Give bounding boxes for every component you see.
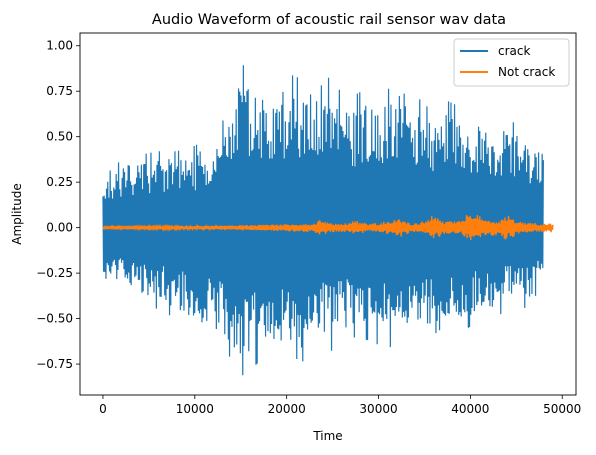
y-tick-label: 0.75 — [46, 84, 73, 98]
x-tick-label: 20000 — [268, 402, 306, 416]
x-tick-label: 40000 — [451, 402, 489, 416]
chart-title: Audio Waveform of acoustic rail sensor w… — [152, 12, 506, 28]
y-tick-label: −0.75 — [36, 357, 73, 371]
series-line-crack — [102, 65, 544, 376]
x-tick-label: 50000 — [543, 402, 581, 416]
series-line-not-crack — [102, 214, 554, 240]
x-tick-label: 30000 — [359, 402, 397, 416]
axes-frame — [79, 32, 577, 396]
y-tick-label: 0.00 — [46, 221, 73, 235]
legend-label: Not crack — [498, 65, 555, 79]
y-axis-label: Amplitude — [10, 183, 24, 245]
x-axis-label: Time — [312, 429, 342, 443]
y-tick-label: −0.50 — [36, 312, 73, 326]
y-tick-label: 0.50 — [46, 130, 73, 144]
y-tick-label: 1.00 — [46, 39, 73, 53]
x-tick-label: 10000 — [176, 402, 214, 416]
y-tick-label: −0.25 — [36, 266, 73, 280]
legend: crack Not crack — [453, 38, 570, 87]
y-tick-label: 0.25 — [46, 175, 73, 189]
y-axis: −0.75 −0.50 −0.25 0.00 0.25 0.50 0.75 1.00 — [36, 39, 80, 371]
legend-label: crack — [498, 44, 530, 58]
x-tick-label: 0 — [99, 402, 107, 416]
x-axis: 0 10000 20000 30000 40000 50000 — [99, 395, 581, 416]
plot-area — [102, 65, 554, 376]
